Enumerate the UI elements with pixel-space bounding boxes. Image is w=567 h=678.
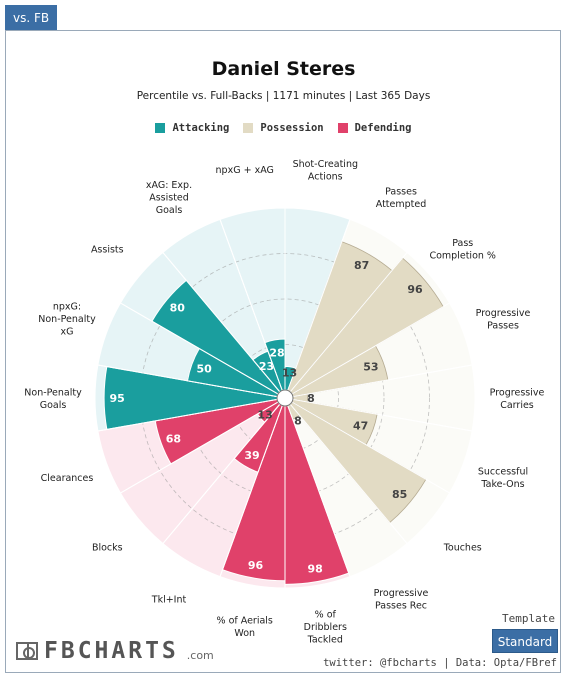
legend-label-attacking: Attacking (172, 122, 230, 134)
category-label-6: Touches (443, 543, 482, 554)
spoke (97, 364, 286, 399)
legend-label-defending: Defending (354, 122, 412, 134)
value-label-12: 68 (166, 433, 181, 446)
vs-fb-tab[interactable]: vs. FB (5, 5, 58, 31)
data-credit: twitter: @fbcharts | Data: Opta/FBref (323, 657, 557, 669)
value-label-4: 8 (307, 392, 315, 405)
value-label-14: 50 (197, 363, 213, 376)
category-label-12: Clearances (41, 473, 94, 484)
category-label-14: npxG: Non-Penalty xG (38, 302, 96, 338)
value-label-17: 28 (269, 347, 284, 360)
legend: Attacking Possession Defending (0, 122, 567, 134)
category-label-15: Assists (91, 244, 124, 255)
value-label-16: 23 (259, 360, 274, 373)
spoke (284, 397, 473, 432)
category-label-9: % of Aerials Won (217, 616, 273, 640)
category-label-2: Pass Completion % (429, 238, 495, 262)
category-label-0: Shot-Creating Actions (293, 159, 358, 183)
category-label-10: Tkl+Int (151, 594, 187, 605)
template-label: Template (502, 612, 555, 625)
value-label-0: 13 (282, 366, 297, 379)
spoke (284, 397, 450, 494)
category-label-16: xAG: Exp. Assisted Goals (146, 180, 192, 216)
category-label-5: Successful Take-Ons (478, 467, 528, 491)
category-label-8: % of Dribblers Tackled (304, 609, 347, 645)
legend-item-attacking: Attacking (155, 122, 229, 134)
legend-item-defending: Defending (337, 122, 412, 134)
legend-item-possession: Possession (243, 122, 324, 134)
logo-text: FBCHARTS (44, 638, 179, 664)
spoke (162, 397, 286, 544)
spoke (284, 364, 473, 399)
value-label-13: 95 (109, 392, 124, 405)
category-label-17: npxG + xAG (216, 165, 274, 176)
category-label-13: Non-Penalty Goals (24, 387, 82, 411)
value-label-11: 13 (257, 409, 272, 422)
legend-swatch-defending (337, 123, 348, 133)
value-label-9: 96 (248, 559, 264, 572)
category-label-4: Progressive Carries (490, 387, 545, 411)
category-label-1: Passes Attempted (376, 186, 427, 210)
value-label-2: 96 (407, 283, 423, 296)
spoke (97, 397, 286, 432)
fbcharts-logo: FBCHARTS .com (16, 638, 214, 664)
spoke (284, 397, 351, 577)
spoke (284, 397, 408, 544)
spoke (219, 397, 286, 577)
pitch-icon (16, 642, 38, 660)
logo-suffix: .com (186, 648, 214, 662)
value-label-7: 8 (294, 415, 302, 428)
value-label-10: 39 (244, 449, 259, 462)
legend-swatch-attacking (155, 123, 166, 133)
value-label-8: 98 (307, 563, 322, 576)
spoke (219, 219, 286, 399)
category-label-3: Progressive Passes (476, 308, 531, 332)
center-hub (276, 389, 294, 407)
chart-title: Daniel Steres (211, 58, 356, 80)
value-label-3: 53 (363, 361, 378, 374)
grid-ring (231, 344, 339, 452)
spoke (162, 252, 286, 399)
spoke (284, 302, 450, 399)
spoke (120, 302, 286, 399)
value-label-1: 87 (354, 259, 369, 272)
legend-label-possession: Possession (260, 122, 324, 134)
value-label-15: 80 (170, 302, 186, 315)
spoke (284, 219, 351, 399)
chart-subtitle: Percentile vs. Full-Backs | 1171 minutes… (136, 90, 431, 102)
template-standard-button[interactable]: Standard (492, 629, 558, 653)
spoke (120, 397, 286, 494)
legend-swatch-possession (243, 123, 254, 133)
category-label-11: Blocks (92, 543, 123, 554)
category-label-7: Progressive Passes Rec (374, 588, 429, 612)
value-label-5: 47 (353, 420, 368, 433)
spoke (284, 252, 408, 399)
value-label-6: 85 (392, 488, 407, 501)
